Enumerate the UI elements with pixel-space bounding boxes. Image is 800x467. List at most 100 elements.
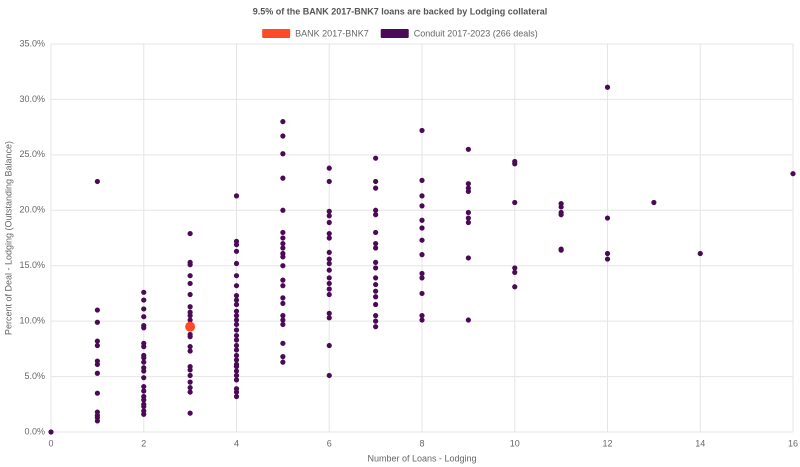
point <box>187 372 193 379</box>
point <box>233 293 240 299</box>
point <box>280 300 286 307</box>
point <box>141 355 147 361</box>
grid: 0.0% 5.0% 10.0% 15.0% 20.0% 25.0% 30.0% 35.0% 0 2… <box>19 38 798 448</box>
point <box>558 212 564 218</box>
point <box>373 288 379 294</box>
point <box>604 84 611 90</box>
point <box>419 252 425 258</box>
point <box>94 390 100 396</box>
point <box>373 318 379 324</box>
point <box>512 199 518 206</box>
point <box>280 317 286 323</box>
point <box>233 283 240 289</box>
point <box>419 317 425 323</box>
x-tick-label: 0 <box>48 438 53 448</box>
point <box>187 280 193 287</box>
x-tick-label: 14 <box>695 438 705 448</box>
point <box>187 304 193 310</box>
legend-item: BANK 2017-BNK7 <box>262 28 369 38</box>
point <box>280 263 286 269</box>
point <box>604 215 611 221</box>
point <box>233 393 240 400</box>
point <box>419 275 425 281</box>
point <box>419 313 425 319</box>
point <box>280 207 286 213</box>
point <box>141 325 147 331</box>
point <box>373 207 379 213</box>
point <box>326 213 332 219</box>
x-tick-label: 16 <box>788 438 798 448</box>
point <box>233 357 240 363</box>
point <box>233 352 240 359</box>
point <box>326 342 332 349</box>
point <box>233 193 240 199</box>
point <box>373 301 379 308</box>
point <box>465 215 471 221</box>
point <box>465 188 471 195</box>
point <box>233 317 240 323</box>
point <box>373 294 379 300</box>
point <box>465 219 471 226</box>
x-tick-label: 8 <box>419 438 424 448</box>
point <box>233 313 240 319</box>
y-tick-label: 35.0% <box>19 38 45 48</box>
point <box>373 281 379 288</box>
point <box>373 229 379 236</box>
point <box>326 208 332 214</box>
legend-swatch <box>380 29 409 38</box>
point <box>233 308 240 314</box>
legend-item: Conduit 2017-2023 (266 deals) <box>380 28 538 38</box>
point <box>187 389 193 395</box>
point <box>419 225 425 231</box>
point <box>94 307 100 313</box>
point <box>280 245 286 251</box>
point <box>187 317 193 323</box>
point <box>651 199 657 206</box>
point <box>326 372 332 379</box>
point <box>326 291 332 298</box>
point <box>373 185 379 191</box>
point <box>280 283 286 289</box>
point <box>187 291 193 298</box>
point <box>326 267 332 273</box>
point <box>419 127 425 134</box>
point <box>233 368 240 374</box>
point <box>141 388 147 394</box>
point <box>373 178 379 185</box>
point <box>141 383 147 390</box>
point <box>373 240 379 247</box>
point <box>185 321 196 332</box>
point <box>280 235 286 241</box>
point <box>373 324 379 330</box>
x-tick-label: 10 <box>510 438 520 448</box>
chart-title: 9.5% of the BANK 2017-BNK7 loans are bac… <box>253 6 548 16</box>
y-tick-label: 0.0% <box>24 426 45 436</box>
point <box>326 280 332 287</box>
point <box>233 347 240 353</box>
point <box>233 377 240 383</box>
point <box>141 297 147 303</box>
y-tick-label: 5.0% <box>24 371 45 381</box>
point <box>373 313 379 319</box>
point <box>187 334 193 340</box>
point <box>141 359 147 365</box>
point <box>233 342 240 349</box>
point <box>48 429 54 435</box>
point <box>280 277 286 283</box>
point <box>94 342 100 349</box>
point <box>233 332 240 339</box>
point <box>187 262 193 268</box>
point <box>187 385 193 391</box>
point <box>465 255 471 261</box>
point <box>512 269 518 275</box>
point <box>233 260 240 267</box>
point <box>326 219 332 226</box>
point <box>141 375 147 381</box>
point <box>326 230 332 237</box>
point <box>465 317 471 323</box>
point <box>326 249 332 256</box>
point <box>326 260 332 267</box>
point <box>604 250 611 257</box>
x-tick-label: 2 <box>141 438 146 448</box>
